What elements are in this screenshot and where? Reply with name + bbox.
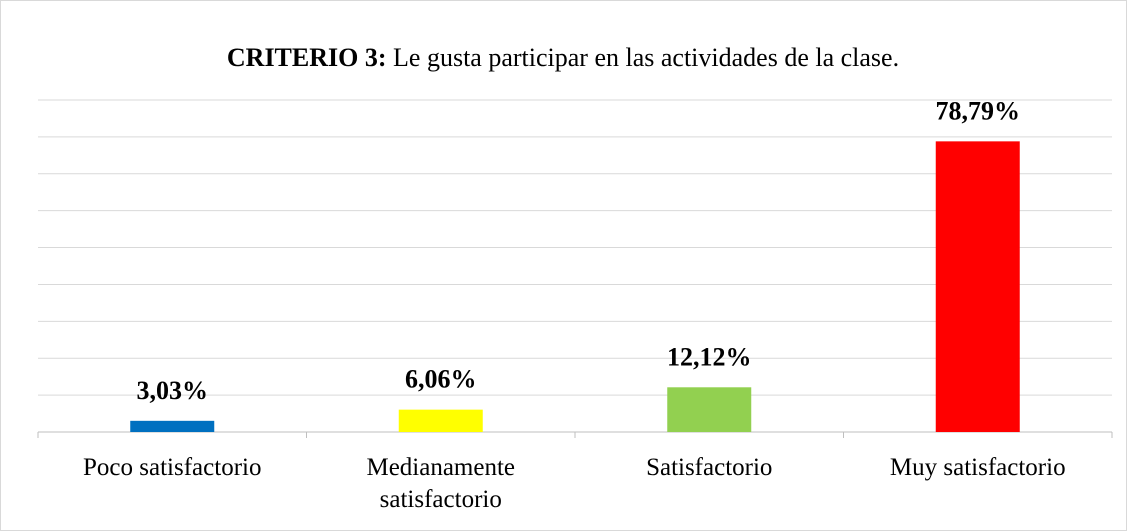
bar [130, 420, 215, 432]
data-label: 6,06% [405, 365, 477, 394]
chart-title: CRITERIO 3: Le gusta participar en las a… [227, 43, 899, 72]
data-label: 78,79% [936, 96, 1021, 125]
title-bold: CRITERIO 3: [227, 43, 387, 72]
data-label: 3,03% [137, 376, 209, 405]
bar [398, 409, 483, 432]
x-tick-label: Muy satisfactorio [889, 454, 1066, 481]
x-tick-label: Poco satisfactorio [83, 454, 262, 481]
data-label: 12,12% [667, 342, 752, 371]
bar [935, 141, 1020, 432]
x-tick-label: Medianamente satisfactorio [366, 454, 516, 513]
x-tick-label: Satisfactorio [646, 454, 773, 481]
title-rest: Le gusta participar en las actividades d… [393, 43, 899, 72]
bar [667, 387, 752, 432]
